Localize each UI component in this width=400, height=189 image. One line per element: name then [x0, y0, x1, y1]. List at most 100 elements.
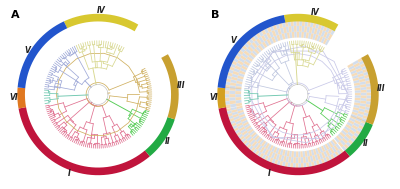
Polygon shape [356, 68, 362, 72]
Polygon shape [344, 136, 350, 142]
Polygon shape [237, 49, 244, 55]
Polygon shape [365, 107, 371, 111]
Polygon shape [265, 143, 270, 149]
Polygon shape [249, 130, 255, 136]
Polygon shape [239, 114, 245, 118]
Polygon shape [301, 163, 304, 169]
Polygon shape [353, 107, 359, 111]
Polygon shape [346, 134, 352, 139]
Polygon shape [328, 27, 333, 34]
Polygon shape [252, 50, 258, 56]
Polygon shape [231, 109, 238, 113]
Polygon shape [307, 150, 310, 156]
Polygon shape [351, 114, 357, 118]
Polygon shape [234, 54, 240, 60]
Polygon shape [352, 112, 358, 116]
Polygon shape [311, 149, 314, 156]
Polygon shape [227, 69, 234, 74]
Polygon shape [237, 134, 243, 139]
Polygon shape [234, 129, 240, 135]
Polygon shape [255, 32, 261, 38]
Polygon shape [239, 47, 245, 53]
Polygon shape [243, 42, 249, 48]
Polygon shape [256, 38, 262, 45]
Polygon shape [264, 34, 269, 40]
Polygon shape [242, 140, 248, 146]
Polygon shape [311, 161, 315, 168]
Polygon shape [238, 73, 244, 77]
Polygon shape [325, 33, 330, 39]
Polygon shape [353, 77, 359, 81]
Polygon shape [256, 144, 261, 150]
Polygon shape [234, 118, 241, 122]
Polygon shape [291, 157, 294, 163]
Polygon shape [244, 123, 250, 128]
Text: IV: IV [96, 6, 105, 15]
Polygon shape [262, 42, 267, 48]
Polygon shape [262, 148, 267, 154]
Polygon shape [323, 145, 328, 151]
Polygon shape [269, 145, 274, 151]
Polygon shape [296, 20, 299, 26]
Polygon shape [318, 30, 323, 36]
Text: VI: VI [210, 93, 219, 102]
Polygon shape [244, 142, 250, 148]
Polygon shape [231, 125, 238, 130]
Polygon shape [361, 120, 368, 125]
Polygon shape [266, 150, 271, 156]
Polygon shape [300, 151, 303, 157]
Polygon shape [360, 81, 366, 85]
Polygon shape [278, 148, 282, 155]
Polygon shape [367, 92, 372, 95]
Polygon shape [236, 106, 243, 109]
Polygon shape [358, 57, 364, 62]
Polygon shape [310, 21, 314, 27]
Polygon shape [304, 32, 306, 38]
Polygon shape [354, 105, 360, 108]
Polygon shape [330, 154, 335, 160]
Polygon shape [314, 28, 318, 34]
Polygon shape [332, 153, 338, 159]
Polygon shape [359, 106, 366, 109]
Polygon shape [310, 33, 314, 40]
Polygon shape [245, 58, 251, 64]
Text: V: V [24, 46, 30, 55]
Polygon shape [335, 151, 340, 157]
Polygon shape [312, 34, 316, 40]
Polygon shape [248, 54, 254, 60]
Polygon shape [328, 34, 333, 40]
Polygon shape [314, 161, 318, 167]
Polygon shape [261, 35, 266, 42]
Polygon shape [236, 63, 242, 68]
Text: II: II [363, 139, 369, 148]
Polygon shape [238, 124, 244, 129]
Polygon shape [350, 70, 357, 74]
Polygon shape [236, 83, 242, 87]
Polygon shape [236, 81, 242, 84]
Polygon shape [308, 162, 312, 168]
Polygon shape [230, 87, 236, 91]
Polygon shape [258, 138, 263, 144]
Polygon shape [274, 160, 278, 166]
Polygon shape [250, 35, 256, 42]
Polygon shape [271, 146, 276, 152]
Polygon shape [232, 57, 238, 63]
Polygon shape [306, 32, 309, 39]
Polygon shape [285, 21, 288, 27]
Text: III: III [377, 84, 386, 93]
Polygon shape [274, 36, 278, 42]
Polygon shape [366, 89, 372, 92]
Polygon shape [238, 75, 244, 80]
Polygon shape [269, 38, 274, 44]
Polygon shape [264, 40, 270, 46]
Polygon shape [348, 139, 354, 146]
Polygon shape [360, 101, 366, 104]
Polygon shape [288, 157, 291, 163]
Polygon shape [355, 93, 361, 95]
Polygon shape [326, 143, 332, 149]
Polygon shape [366, 83, 372, 87]
Polygon shape [354, 63, 360, 67]
Polygon shape [231, 77, 237, 81]
Polygon shape [286, 26, 289, 33]
Polygon shape [337, 150, 342, 156]
